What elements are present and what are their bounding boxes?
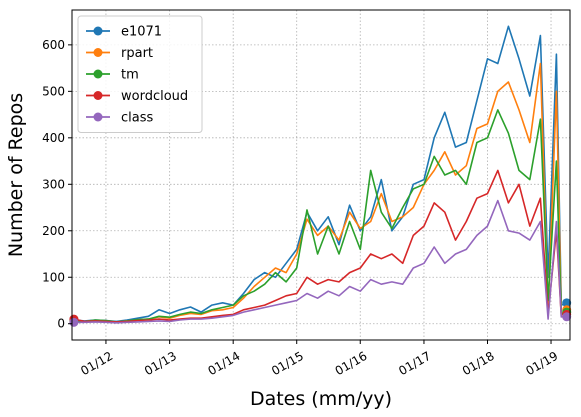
legend: e1071 rpart tm wordcloud class [77, 15, 203, 133]
y-tick-label: 400 [42, 131, 65, 145]
y-axis-ticks: 0 100 200 300 400 500 600 [42, 38, 72, 331]
plot-frame [71, 9, 571, 341]
series-class [69, 199, 572, 327]
y-tick-label: 200 [42, 224, 65, 238]
grid-lines [72, 10, 570, 340]
y-tick-label: 600 [42, 38, 65, 52]
legend-label: e1071 [121, 25, 162, 40]
legend-swatch-marker [93, 48, 103, 57]
series-line [73, 25, 568, 323]
legend-label: rpart [121, 46, 153, 61]
legend-swatch-marker [93, 69, 103, 79]
legend-label: class [121, 111, 153, 126]
y-tick-label: 100 [42, 270, 65, 284]
series-marker [562, 312, 572, 322]
x-tick-label: 01/19 [523, 349, 560, 378]
series-line [73, 199, 567, 324]
x-tick-label: 01/14 [206, 349, 243, 378]
y-tick-label: 500 [42, 84, 65, 98]
series-layer [69, 25, 572, 327]
legend-swatch-marker [93, 91, 103, 100]
legend-item-tm: tm [86, 68, 139, 83]
x-tick-label: 01/18 [460, 349, 497, 378]
series-marker [69, 317, 79, 327]
x-tick-label: 01/16 [333, 349, 370, 378]
series-tm [69, 109, 572, 326]
y-tick-label: 0 [57, 317, 65, 331]
x-axis-ticks: 01/12 01/13 01/14 01/15 01/16 01/17 01/18 01/19 [78, 340, 560, 378]
x-tick-label: 01/12 [78, 349, 115, 378]
x-tick-label: 01/17 [396, 349, 433, 378]
y-axis-label: Number of Repos [5, 93, 27, 257]
legend-item-wordcloud: wordcloud [86, 89, 188, 104]
x-axis-label: Dates (mm/yy) [250, 388, 392, 410]
legend-swatch-marker [93, 26, 103, 36]
legend-item-rpart: rpart [86, 46, 153, 61]
legend-item-e1071: e1071 [86, 25, 162, 40]
legend-item-class: class [86, 111, 153, 126]
legend-swatch-marker [93, 112, 103, 122]
series-line [73, 169, 568, 323]
x-tick-label: 01/15 [269, 349, 306, 378]
legend-label: tm [121, 68, 139, 83]
legend-label: wordcloud [121, 89, 188, 104]
x-tick-label: 01/13 [142, 349, 179, 378]
legend-box [77, 15, 203, 133]
series-line [73, 109, 568, 323]
series-marker [562, 298, 572, 308]
y-tick-label: 300 [42, 177, 65, 191]
